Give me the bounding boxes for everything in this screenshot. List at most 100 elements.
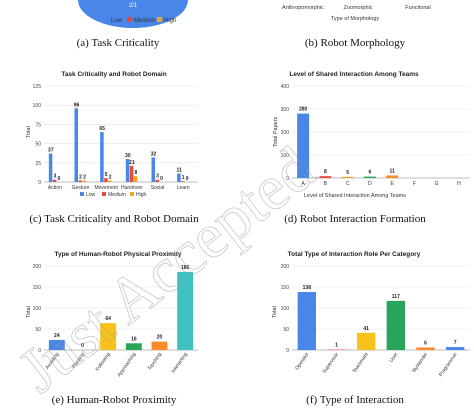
chart-c-bar	[177, 174, 181, 182]
chart-c-data-label: 3	[156, 174, 159, 180]
morphology-tick-zoomorphic: Zoomorphic	[343, 5, 372, 11]
chart-c-legend-swatch	[102, 192, 106, 196]
chart-e-ylabel: Total	[26, 306, 32, 318]
chart-c-data-label: 21	[129, 160, 135, 166]
chart-d-data-label: 8	[324, 169, 327, 175]
chart-e-xtick-label: Approaching	[116, 352, 137, 379]
chart-c-data-label: 0	[57, 176, 60, 182]
chart-c-bar	[108, 180, 112, 182]
legend-swatch-high	[157, 17, 162, 22]
chart-interaction-role: Total Type of Interaction Role Per Categ…	[272, 251, 470, 378]
chart-c-xtick-label: Movement	[94, 185, 118, 191]
chart-c-ytick-label: 50	[35, 142, 41, 148]
caption-a: (a) Task Criticality	[77, 37, 160, 49]
chart-f-data-label: 138	[303, 285, 312, 291]
chart-c-bar	[134, 176, 138, 182]
morphology-tick-functional: Functional	[405, 5, 430, 11]
chart-c-bar	[100, 132, 104, 182]
chart-c-data-label: 5	[105, 172, 108, 178]
chart-c-xtick-label: Handover	[121, 185, 143, 191]
legend-swatch-low	[104, 17, 109, 22]
chart-d-data-label: 11	[389, 168, 395, 174]
panel-a-fragment: 2/1 Low Medium High (a) Task Criticality	[77, 0, 188, 49]
chart-d-xtick-label: C	[346, 181, 350, 187]
chart-f-data-label: 117	[392, 294, 400, 300]
chart-f-data-label: 6	[424, 340, 427, 346]
chart-f-title: Total Type of Interaction Role Per Categ…	[288, 251, 421, 258]
chart-d-xtick-label: G	[435, 181, 439, 187]
chart-c-bar	[49, 154, 53, 182]
chart-f-ytick-label: 150	[281, 285, 290, 291]
chart-c-bar	[181, 181, 185, 182]
legend-label-low: Low	[111, 18, 123, 24]
chart-c-ytick-label: 125	[33, 84, 42, 90]
legend-swatch-medium	[127, 17, 132, 22]
chart-f-xtick-label: Operator	[294, 351, 310, 371]
chart-f-ytick-label: 100	[281, 306, 290, 312]
chart-d-data-label: 5	[346, 170, 349, 176]
chart-e-xtick-label: Interacting	[170, 352, 188, 375]
caption-f: (f) Type of Interaction	[306, 394, 404, 406]
chart-c-legend-swatch	[80, 192, 84, 196]
chart-f-bar	[416, 347, 434, 350]
chart-c-bar	[83, 180, 87, 182]
chart-d-data-label: 280	[299, 107, 308, 113]
caption-d: (d) Robot Interaction Formation	[284, 213, 426, 225]
chart-c-xtick-label: Social	[151, 185, 165, 191]
chart-d-bar	[319, 176, 331, 178]
chart-c-title: Task Criticality and Robot Domain	[61, 71, 166, 78]
chart-e-ytick-label: 150	[33, 285, 42, 291]
chart-c-data-label: 65	[99, 126, 105, 132]
chart-f-xtick-label: Supervisor	[322, 351, 341, 374]
pie-slice-label: 2/1	[129, 3, 138, 9]
chart-e-xtick-label: Touching	[147, 352, 164, 372]
chart-f-xtick-label: Programmer	[438, 351, 459, 377]
chart-c-xtick-label: Action	[48, 185, 62, 191]
chart-f-ytick-label: 200	[281, 264, 290, 270]
chart-c-legend-label: Low	[86, 192, 96, 198]
chart-d-xtick-label: E	[390, 181, 394, 187]
chart-c-legend-label: High	[136, 192, 147, 198]
chart-c-bar	[79, 180, 83, 182]
chart-e-data-label: 20	[157, 335, 163, 341]
chart-c-data-label: 8	[134, 170, 137, 176]
chart-f-xtick-label: Teammate	[352, 352, 370, 375]
chart-d-data-label: 6	[368, 170, 371, 176]
chart-f-ylabel: Total	[272, 306, 278, 318]
chart-c-bar	[156, 180, 160, 182]
chart-c-legend-swatch	[130, 192, 134, 196]
chart-c-data-label: 0	[186, 176, 189, 182]
chart-c-bar	[104, 178, 108, 182]
chart-e-ytick-label: 200	[33, 264, 42, 270]
caption-b: (b) Robot Morphology	[305, 37, 406, 49]
chart-d-ytick-label: 300	[281, 107, 290, 113]
legend-label-medium: Medium	[134, 18, 155, 24]
chart-c-ytick-label: 0	[38, 180, 41, 186]
caption-e: (e) Human-Robot Proximity	[52, 394, 177, 406]
morphology-tick-anthropomorphic: Anthropomorphic	[282, 5, 324, 11]
pie-legend: Low Medium High	[104, 17, 176, 24]
chart-c-data-label: 32	[151, 151, 157, 157]
chart-c-data-label: 2	[79, 174, 82, 180]
chart-c-bar	[53, 180, 57, 182]
chart-c-data-label: 2	[109, 174, 112, 180]
chart-c-data-label: 37	[48, 148, 54, 154]
chart-d-xtick-label: D	[368, 181, 372, 187]
chart-d-ytick-label: 400	[281, 84, 290, 90]
chart-e-bar	[152, 342, 168, 350]
chart-c-ylabel: Total	[26, 126, 32, 138]
chart-c-data-label: 1	[182, 175, 185, 181]
chart-c-data-label: 3	[53, 174, 56, 180]
chart-c-xtick-label: Gesture	[72, 185, 90, 191]
legend-label-high: High	[164, 18, 176, 24]
chart-f-ytick-label: 50	[283, 327, 289, 333]
chart-c-xtick-label: Learn	[177, 185, 190, 191]
panel-b-fragment: Anthropomorphic Zoomorphic Functional Ty…	[282, 5, 431, 49]
chart-f-bar	[387, 301, 405, 350]
chart-d-bar	[364, 177, 376, 178]
chart-task-criticality-domain: Task Criticality and Robot Domain Total …	[26, 71, 198, 198]
chart-f-bar	[446, 347, 464, 350]
chart-c-legend-label: Medium	[108, 192, 126, 198]
chart-f-data-label: 41	[363, 326, 369, 332]
chart-e-bar	[126, 343, 142, 350]
